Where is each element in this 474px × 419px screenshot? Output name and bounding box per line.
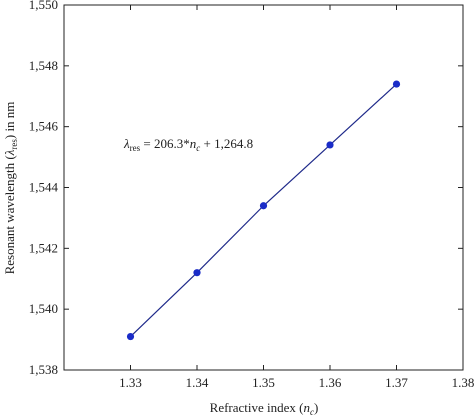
point: [326, 141, 334, 149]
annotation-part: = 206.3*: [140, 136, 190, 151]
x-axis-label-part: n: [304, 400, 311, 415]
annotation-part: c: [196, 143, 200, 153]
plot-frame: [63, 4, 464, 371]
x-tick-label: 1.35: [252, 375, 275, 390]
x-axis-label: Refractive index (nc): [210, 400, 319, 417]
y-tick-label: 1,550: [29, 0, 58, 12]
y-axis-label-part: λ: [2, 149, 17, 156]
x-axis-label-part: Refractive index (: [210, 400, 304, 415]
x-tick-label: 1.38: [452, 375, 474, 390]
x-tick-label: 1.33: [119, 375, 142, 390]
y-axis-label-part: res: [9, 139, 19, 150]
y-tick-label: 1,538: [29, 362, 58, 377]
point: [126, 332, 135, 341]
point: [392, 80, 401, 88]
y-tick-label: 1,540: [29, 301, 58, 316]
x-axis-label-part: ): [314, 400, 318, 415]
y-tick-label: 1,548: [29, 58, 58, 73]
point: [193, 269, 201, 277]
point: [259, 202, 268, 210]
y-tick-label: 1,542: [29, 240, 58, 255]
x-tick-label: 1.36: [319, 375, 342, 390]
annotation-part: n: [190, 136, 197, 151]
annotation: λres = 206.3*nc + 1,264.8: [123, 136, 253, 153]
y-tick-label: 1,544: [29, 180, 59, 195]
y-axis-label: Resonant wavelength (λres) in nm: [2, 102, 19, 275]
x-tick-label: 1.34: [186, 375, 209, 390]
annotation-part: λ: [123, 136, 130, 151]
y-axis-label-part: ) in nm: [2, 102, 17, 140]
y-axis-label-part: Resonant wavelength (: [2, 155, 17, 274]
y-tick-label: 1,546: [29, 119, 59, 134]
x-axis-label-part: c: [310, 407, 314, 417]
line: [130, 83, 397, 337]
annotation-part: + 1,264.8: [200, 136, 253, 151]
annotation-part: res: [130, 143, 141, 153]
x-tick-label: 1.37: [385, 375, 408, 390]
